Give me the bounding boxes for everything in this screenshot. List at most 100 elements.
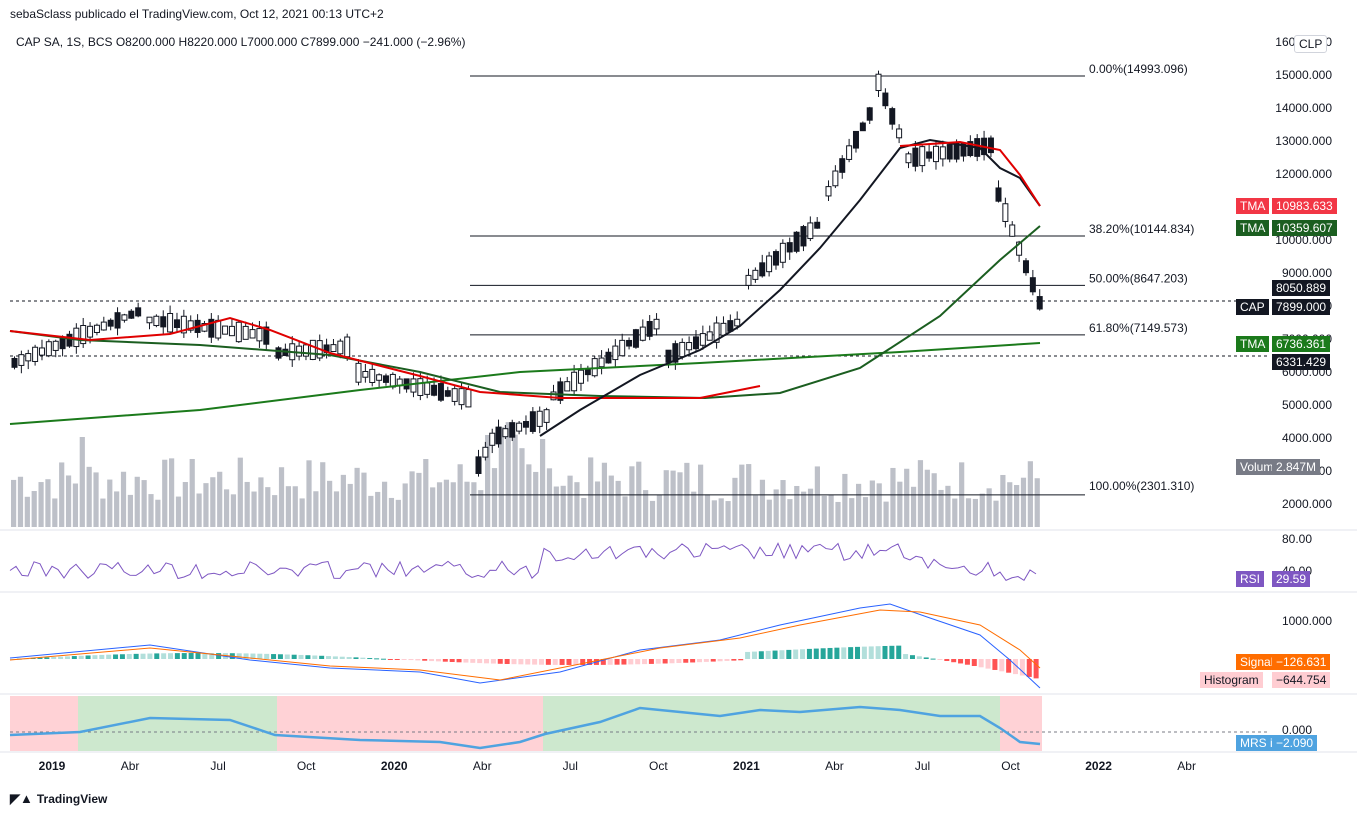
tma-red-label[interactable]: TMA — [1236, 198, 1270, 214]
volume-bar — [807, 488, 814, 527]
candle-body — [626, 339, 633, 347]
volume-bar — [643, 490, 649, 527]
candle-body — [275, 347, 282, 359]
mrs-value: −2.090 — [1272, 735, 1318, 751]
volume-bar — [457, 464, 463, 527]
volume-bar — [773, 489, 779, 527]
volume-bar — [31, 491, 37, 527]
macd-histogram-bar — [635, 659, 641, 665]
macd-histogram-bar — [731, 659, 737, 661]
time-axis-label: Jul — [563, 759, 578, 773]
macd-histogram-bar — [992, 659, 998, 670]
candle-body — [431, 384, 438, 396]
candle-body — [263, 326, 270, 345]
volume-bar — [182, 482, 188, 527]
volume-bar — [766, 499, 772, 527]
candle-body — [672, 343, 679, 363]
candle-body — [215, 319, 222, 339]
mrs-background-zone — [543, 696, 1000, 751]
volume-bar — [436, 482, 443, 527]
tma-long-label[interactable]: TMA — [1236, 336, 1270, 352]
macd-histogram-bar — [367, 658, 373, 660]
volume-bar — [471, 482, 477, 527]
macd-histogram-bar — [284, 654, 290, 659]
macd-histogram-bar — [903, 654, 909, 659]
volume-bar — [910, 486, 917, 527]
candle-body — [167, 313, 174, 333]
volume-bar — [24, 496, 30, 527]
macd-histogram-bar — [181, 653, 187, 659]
candle-body — [509, 422, 516, 438]
volume-bar — [794, 485, 800, 527]
candle-body — [612, 345, 619, 361]
tma-long-line — [9, 342, 1041, 425]
macd-histogram-bar — [738, 659, 744, 661]
symbol-legend[interactable]: CAP SA, 1S, BCS O8200.000 H8220.000 L700… — [16, 35, 466, 49]
macd-histogram-bar — [408, 659, 414, 661]
volume-bar — [835, 501, 841, 527]
macd-histogram-bar — [360, 657, 366, 659]
volume-bar — [1007, 482, 1013, 527]
rsi-label[interactable]: RSI — [1236, 571, 1265, 587]
volume-bar — [17, 476, 24, 527]
volume-bar — [258, 477, 264, 527]
macd-histogram-bar — [642, 659, 648, 665]
time-axis-label: Abr — [825, 759, 844, 773]
candle-body — [859, 122, 866, 132]
currency-badge[interactable]: CLP — [1294, 35, 1328, 53]
macd-histogram-bar — [882, 645, 888, 659]
macd-histogram-bar — [573, 659, 579, 665]
dotted-low-value: 6331.429 — [1272, 354, 1331, 370]
volume-bar — [663, 470, 669, 527]
tradingview-wordmark: TradingView — [36, 792, 108, 806]
tma-green-label[interactable]: TMA — [1236, 220, 1270, 236]
tma-long-value: 6736.361 — [1272, 336, 1331, 352]
macd-histogram-bar — [717, 659, 723, 662]
candle-body — [410, 378, 417, 393]
volume-bar — [100, 498, 106, 527]
fib-level-label: 100.00%(2301.310) — [1089, 479, 1194, 493]
candle-body — [38, 347, 45, 356]
volume-bar — [512, 434, 518, 527]
publisher-line: sebaSclass publicado el TradingView.com,… — [10, 7, 384, 21]
volume-bar — [381, 481, 388, 527]
volume-bar — [759, 479, 766, 527]
candle-body — [187, 320, 194, 331]
volume-bar — [539, 438, 546, 527]
macd-histogram-bar — [806, 648, 812, 659]
histogram-label[interactable]: Histogram — [1200, 672, 1263, 688]
signal-value: −126.631 — [1272, 654, 1331, 670]
macd-histogram-bar — [786, 649, 792, 659]
candle-body — [926, 151, 933, 159]
volume-bar — [59, 462, 65, 527]
macd-histogram-bar — [944, 659, 950, 661]
candle-body — [128, 310, 135, 319]
volume-bar — [292, 486, 298, 527]
volume-bar — [965, 498, 972, 527]
volume-bar — [278, 467, 285, 527]
macd-histogram-bar — [106, 654, 112, 659]
tma-red-value: 10983.633 — [1272, 198, 1337, 214]
volume-bar — [787, 499, 793, 527]
candle-body — [800, 226, 807, 247]
candle-body — [665, 349, 672, 363]
macd-histogram-bar — [875, 646, 881, 659]
macd-histogram-bar — [387, 659, 393, 660]
volume-bar — [917, 460, 924, 527]
candle-body — [706, 331, 713, 341]
candle-body — [66, 333, 73, 347]
candle-body — [786, 242, 793, 253]
macd-histogram-bar — [353, 657, 359, 659]
candle-body — [59, 336, 66, 350]
volume-bar — [1020, 477, 1027, 527]
candle-body — [242, 325, 249, 340]
candle-body — [832, 170, 839, 187]
cap-label[interactable]: CAP — [1236, 299, 1269, 315]
mrs-background-zone — [78, 696, 277, 751]
volume-bar — [931, 473, 937, 527]
macd-histogram-bar — [209, 653, 215, 659]
candle-body — [228, 325, 235, 337]
signal-label[interactable]: Signal — [1236, 654, 1278, 670]
